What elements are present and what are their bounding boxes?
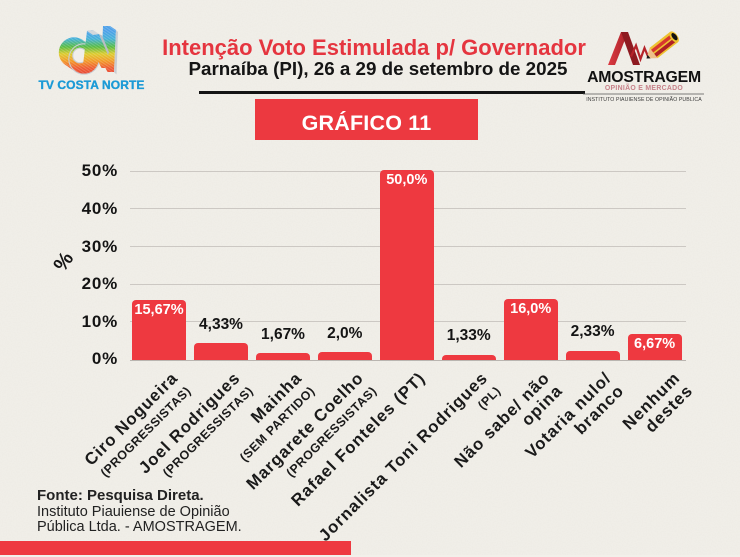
svg-text:OPINIÃO E MERCADO: OPINIÃO E MERCADO bbox=[605, 83, 684, 92]
svg-text:TV COSTA NORTE: TV COSTA NORTE bbox=[38, 78, 144, 92]
svg-text:AMOSTRAGEM: AMOSTRAGEM bbox=[587, 69, 701, 86]
svg-text:INSTITUTO PIAUIENSE DE OPINIÃO: INSTITUTO PIAUIENSE DE OPINIÃO PUBLICA bbox=[586, 96, 702, 103]
